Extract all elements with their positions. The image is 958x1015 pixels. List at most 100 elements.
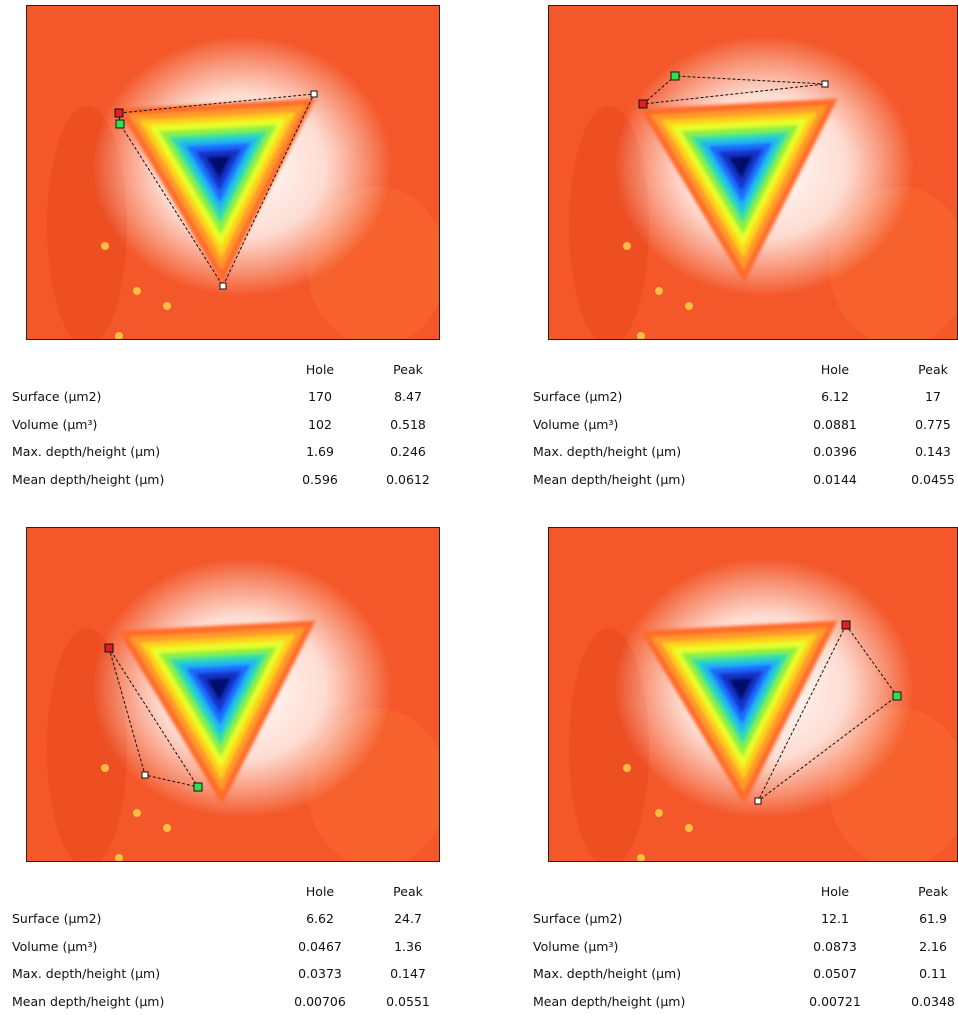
value-cell: 102 [308,416,332,432]
row-label: Volume (µm³) [12,938,98,954]
value-cell: 0.0467 [298,938,342,954]
value-cell: 0.0348 [911,993,955,1009]
speck [685,302,693,310]
row-label: Max. depth/height (µm) [533,966,682,981]
column-header: Hole [820,362,850,377]
speck [163,824,171,832]
indent [640,620,838,805]
selection-outline [757,624,898,802]
value-cell: 8.47 [394,389,422,404]
value-cell: 6.12 [821,389,849,404]
value-cell: 24.7 [394,911,422,926]
value-cell: 61.9 [919,911,947,926]
column-header: Peak [393,884,423,899]
handle [219,282,227,290]
speck [115,854,123,861]
value-cell: 1.69 [306,444,334,459]
results-table: Hole Peak Surface (µm2) 6.62 24.7 Volume (µm³… [12,884,442,1015]
column-header: Hole [820,884,850,899]
row-label: Mean depth/height (µm) [533,993,686,1009]
value-cell: 1.36 [394,938,422,954]
row-label: Max. depth/height (µm) [12,966,161,981]
column-header: Peak [918,362,948,377]
handle [754,797,762,805]
value-cell: 0.0612 [386,471,430,487]
handle [310,90,318,98]
handle-red [114,108,124,118]
value-cell: 0.0144 [813,471,857,487]
row-label: Mean depth/height (µm) [12,993,165,1009]
results-table: Hole Peak Surface (µm2) 170 8.47 Volume (µm³)… [12,362,442,502]
handle [821,80,829,88]
speck [101,242,109,250]
row-label: Max. depth/height (µm) [12,444,161,459]
handle-green [892,691,902,701]
speck [101,764,109,772]
column-header: Hole [305,884,335,899]
speck [623,764,631,772]
handle-red [638,99,648,109]
column-header: Hole [305,362,335,377]
height-map [26,5,440,340]
row-label: Surface (µm2) [12,389,102,404]
value-cell: 170 [308,389,332,404]
height-map [548,527,958,862]
value-cell: 12.1 [821,911,849,926]
contour [206,155,232,179]
value-cell: 0.0873 [813,938,857,954]
height-map [26,527,440,862]
contour [728,155,754,179]
column-header: Peak [393,362,423,377]
handle-green [670,71,680,81]
value-cell: 0.00706 [294,993,346,1009]
results-table: Hole Peak Surface (µm2) 12.1 61.9 Volume (µm³… [533,884,958,1015]
value-cell: 0.518 [390,416,426,432]
row-label: Max. depth/height (µm) [533,444,682,459]
row-label: Volume (µm³) [12,416,98,432]
value-cell: 0.143 [915,444,951,459]
speck [133,287,141,295]
speck [685,824,693,832]
value-cell: 0.11 [919,966,947,981]
row-label: Surface (µm2) [12,911,102,926]
contour [206,677,232,701]
speck [655,287,663,295]
speck [115,332,123,339]
value-cell: 2.16 [919,938,947,954]
value-cell: 0.246 [390,444,426,459]
handle-red [841,620,851,630]
row-label: Mean depth/height (µm) [12,471,165,487]
value-cell: 0.0455 [911,471,955,487]
speck [163,302,171,310]
selection-outline [641,75,826,105]
value-cell: 0.0881 [813,416,857,432]
contour [728,677,754,701]
row-label: Mean depth/height (µm) [533,471,686,487]
value-cell: 0.0507 [813,966,857,981]
value-cell: 0.0396 [813,444,857,459]
speck [623,242,631,250]
speck [637,854,645,861]
row-label: Surface (µm2) [533,389,623,404]
handle-red [104,643,114,653]
value-cell: 17 [925,389,941,404]
height-map [548,5,958,340]
value-cell: 0.775 [915,416,951,432]
indent [118,620,316,805]
row-label: Volume (µm³) [533,416,619,432]
speck [655,809,663,817]
value-cell: 6.62 [306,911,334,926]
handle-green [193,782,203,792]
value-cell: 0.0551 [386,993,430,1009]
value-cell: 0.147 [390,966,426,981]
indent [640,98,838,283]
value-cell: 0.596 [302,471,338,487]
selection-outline [118,93,315,288]
handle-green [115,119,125,129]
indent [118,98,316,283]
row-label: Volume (µm³) [533,938,619,954]
results-table: Hole Peak Surface (µm2) 6.12 17 Volume (µm³) 0… [533,362,958,502]
speck [133,809,141,817]
handle [141,771,149,779]
row-label: Surface (µm2) [533,911,623,926]
